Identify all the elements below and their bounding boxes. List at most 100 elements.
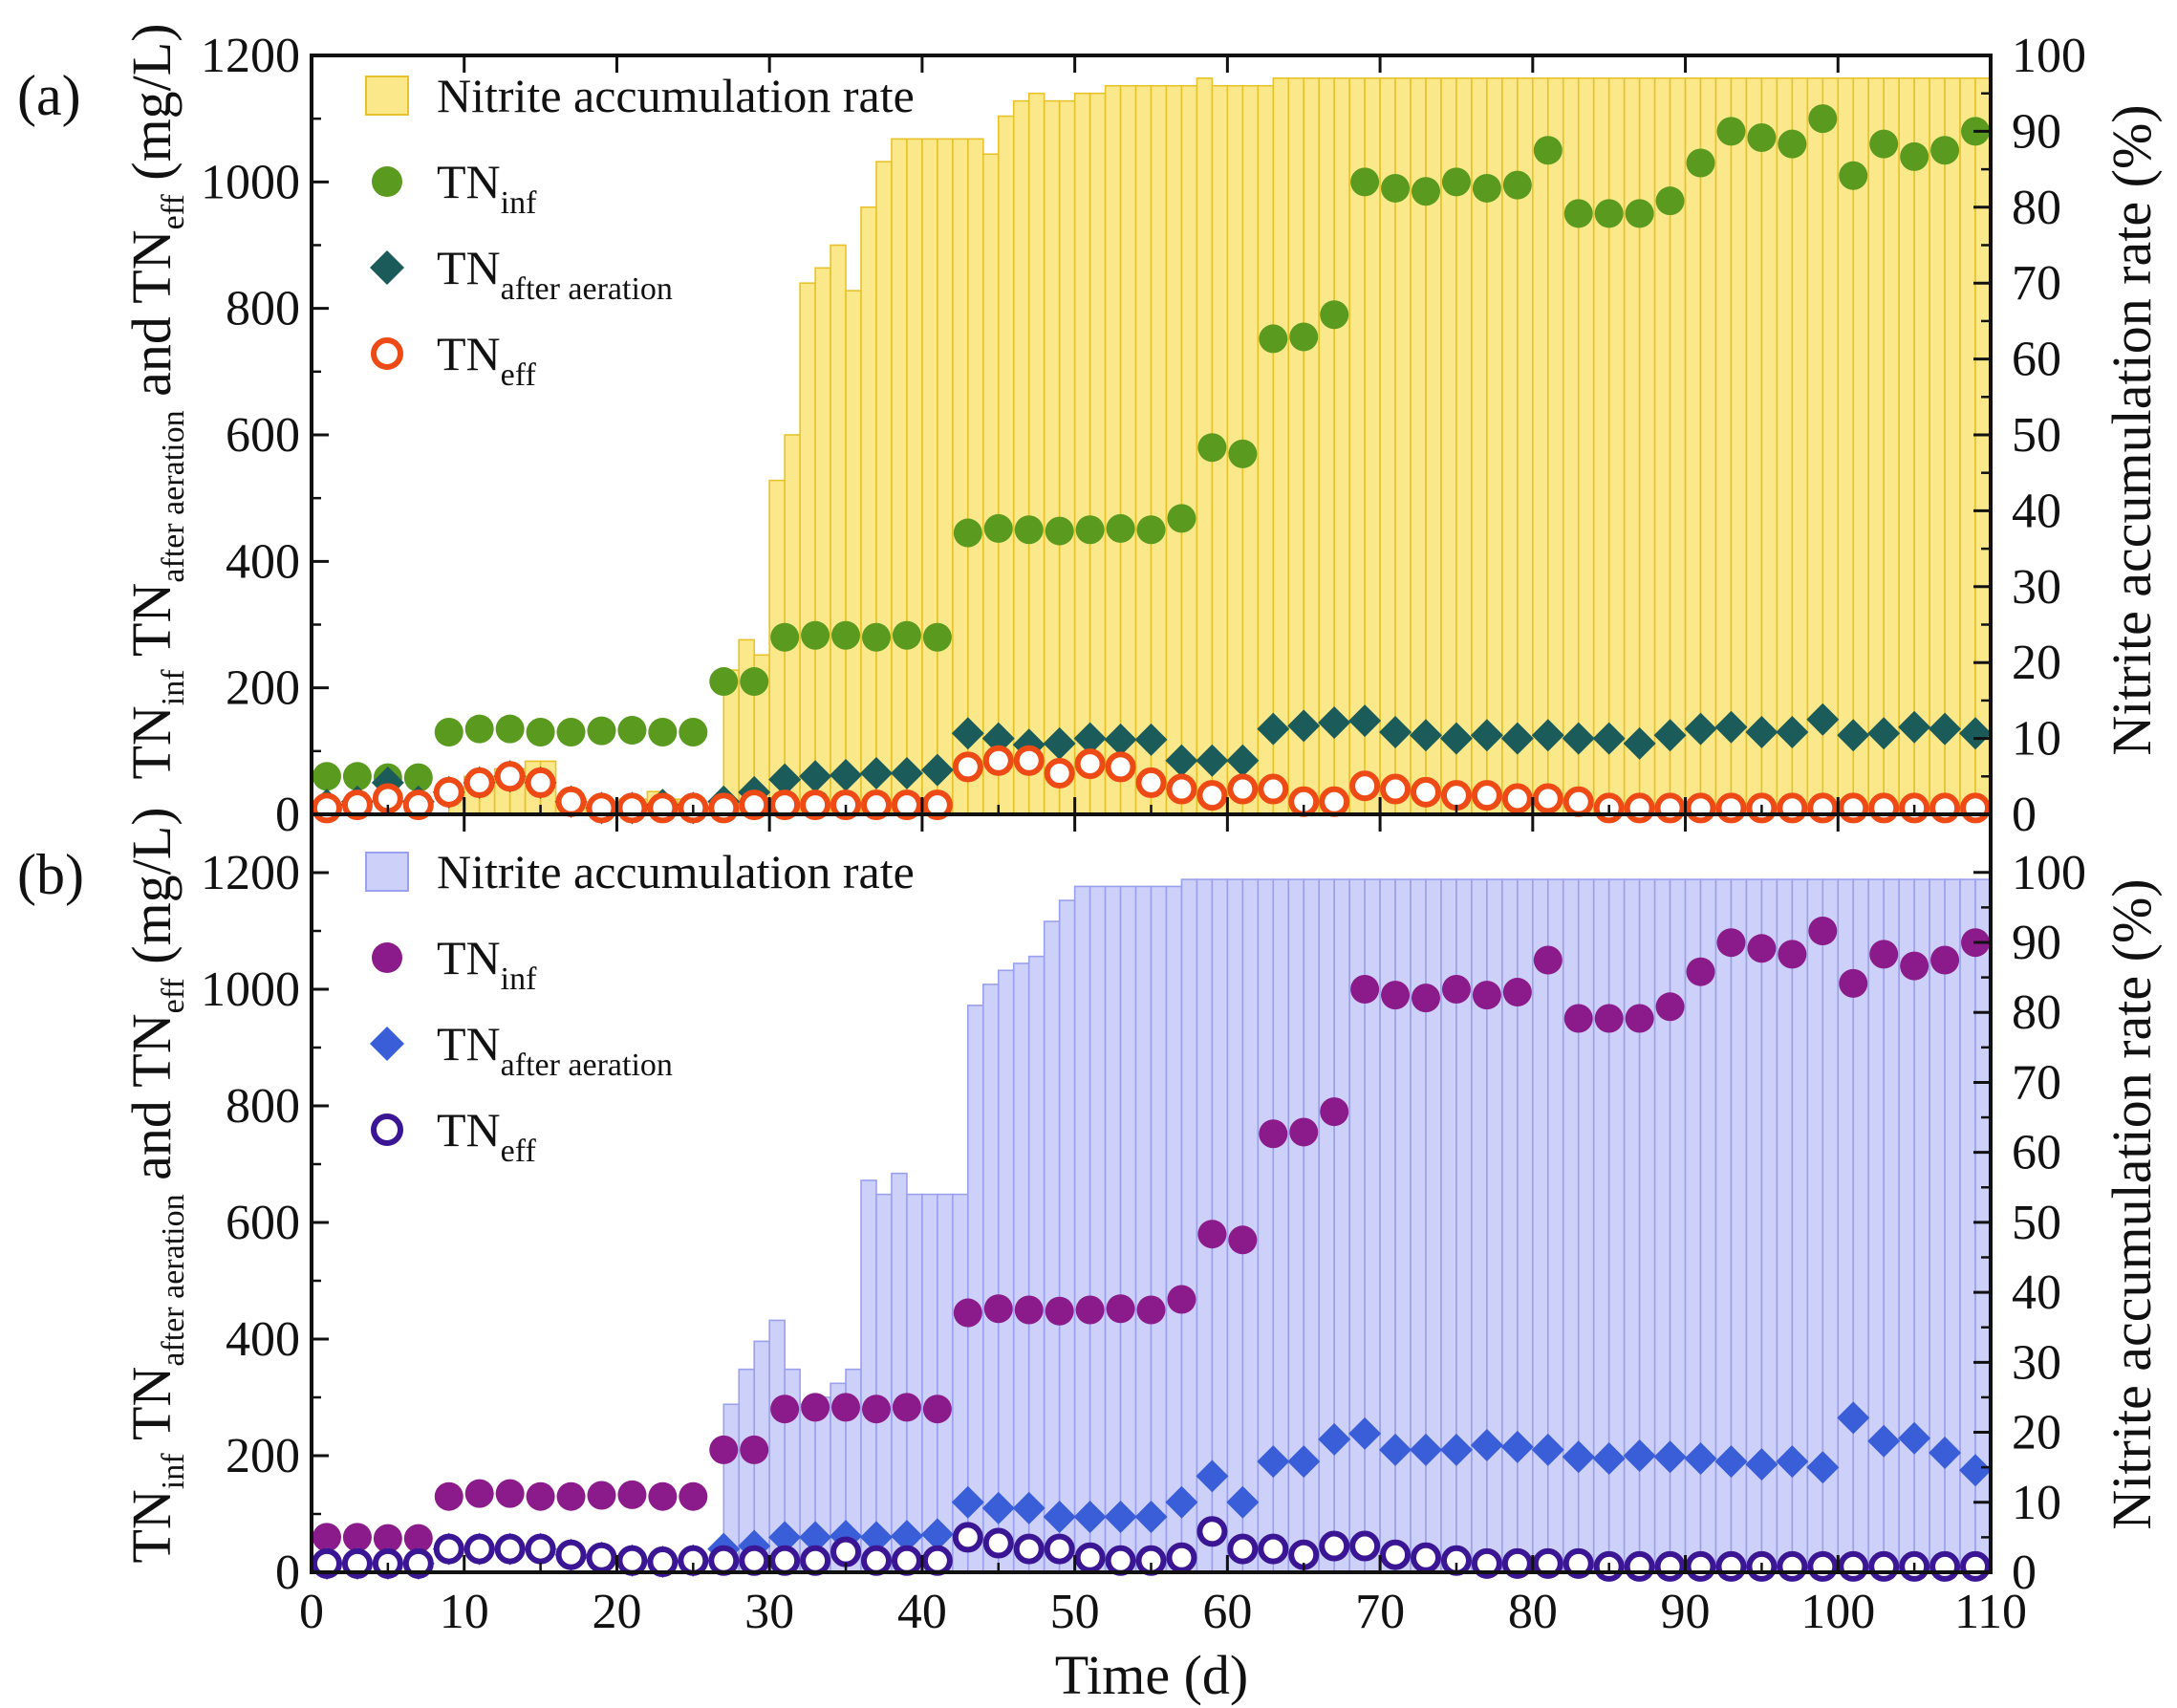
nar-bar-85 <box>1607 77 1626 815</box>
tn-eff-point-1 <box>341 789 373 821</box>
y-tick-label-1: 200 <box>226 661 300 716</box>
tn-inf-point-46 <box>1716 928 1746 958</box>
tn-after-point-40 <box>1531 1433 1564 1466</box>
tn-eff-point-30 <box>1227 773 1259 805</box>
legend-sub-inf: inf <box>501 185 537 221</box>
legend-text-after: TNafter aeration <box>437 1017 673 1083</box>
tn-after-point-53 <box>1929 1436 1962 1469</box>
tn-eff-point-29 <box>1196 1516 1228 1547</box>
tn-eff-point-14 <box>739 1545 770 1576</box>
tn-after-point-46 <box>1714 1445 1748 1479</box>
tn-eff-point-51 <box>1868 1550 1900 1582</box>
tn-inf-point-28 <box>1167 504 1196 533</box>
tn-inf-point-4 <box>434 717 463 746</box>
tn-eff-point-34 <box>1349 770 1381 802</box>
tn-after-point-16 <box>799 1521 832 1554</box>
tn-eff-point-22 <box>982 1527 1014 1559</box>
tn-inf-point-24 <box>1045 1296 1074 1326</box>
tn-inf-point-41 <box>1563 1004 1593 1033</box>
tn-eff-point-46 <box>1715 1550 1747 1582</box>
tn-eff-point-41 <box>1563 1547 1594 1579</box>
tn-eff-point-19 <box>891 789 922 821</box>
tn-eff-point-23 <box>1013 745 1045 776</box>
nar-bar-104 <box>1898 77 1915 815</box>
tn-inf-point-19 <box>892 620 921 650</box>
tn-after-point-35 <box>1379 1433 1412 1466</box>
tn-eff-point-27 <box>1135 767 1167 798</box>
tn-inf-point-39 <box>1502 170 1532 200</box>
tn-eff-point-40 <box>1532 1547 1563 1579</box>
tn-after-point-32 <box>1287 1445 1321 1479</box>
tn-eff-point-36 <box>1411 776 1442 808</box>
tn-eff-point-11 <box>647 1546 679 1578</box>
nar-bar-38 <box>891 138 908 815</box>
tn-after-point-48 <box>1776 1445 1809 1479</box>
tn-inf-point-29 <box>1197 1220 1227 1249</box>
tn-inf-point-23 <box>1014 1295 1044 1325</box>
legend-tn-eff-marker <box>371 337 403 370</box>
nar-bar-106 <box>1929 878 1946 1573</box>
tn-inf-point-28 <box>1167 1285 1196 1314</box>
nar-bar-47 <box>1027 92 1045 815</box>
ylabel-a-part-0: TN <box>120 705 183 779</box>
tn-after-point-29 <box>1196 1459 1229 1493</box>
tn-eff-point-11 <box>647 792 679 824</box>
tn-after-point-54 <box>1959 1454 1993 1487</box>
tn-inf-point-19 <box>892 1393 921 1422</box>
nar-bar-37 <box>875 161 893 815</box>
tn-inf-point-14 <box>740 1435 769 1464</box>
legend-text-eff: TNeff <box>437 1103 536 1169</box>
tn-after-point-31 <box>1257 712 1290 746</box>
y2-tick-label-9: 90 <box>2012 104 2061 159</box>
tn-inf-point-1 <box>342 762 372 791</box>
tn-inf-point-49 <box>1808 917 1838 945</box>
legend-text-bar: Nitrite accumulation rate <box>437 845 915 898</box>
tn-inf-point-22 <box>983 513 1013 543</box>
tn-inf-point-26 <box>1106 513 1135 543</box>
tn-after-point-38 <box>1470 719 1503 752</box>
tn-inf-point-31 <box>1259 324 1288 354</box>
legend-text-bar: Nitrite accumulation rate <box>437 69 915 122</box>
ylabel-b-part-4: and TN <box>120 1013 183 1194</box>
tn-inf-point-15 <box>770 622 800 652</box>
tn-inf-point-47 <box>1747 934 1777 963</box>
y2-tick-label-9: 90 <box>2012 916 2061 970</box>
tn-eff-point-15 <box>769 1545 801 1576</box>
nar-bar-43 <box>967 1005 984 1573</box>
tn-eff-point-8 <box>555 1539 587 1570</box>
tn-after-point-18 <box>859 756 893 789</box>
tn-eff-point-24 <box>1044 757 1075 789</box>
legend-label-inf: TN <box>437 931 501 984</box>
legend-text-inf: TNinf <box>437 931 537 997</box>
tn-eff-point-50 <box>1838 1550 1869 1582</box>
tn-eff-point-33 <box>1319 1530 1350 1562</box>
legend-label-after: TN <box>437 1017 501 1070</box>
tn-inf-point-4 <box>434 1481 463 1511</box>
tn-after-point-24 <box>1043 726 1076 760</box>
tn-after-point-25 <box>1073 1501 1107 1534</box>
tn-inf-point-38 <box>1472 173 1501 203</box>
ylabel-a-part-6: (mg/L) <box>120 23 183 194</box>
tn-inf-point-44 <box>1655 186 1685 216</box>
tn-inf-point-10 <box>617 1480 647 1509</box>
tn-eff-point-13 <box>708 1545 740 1576</box>
tn-after-point-27 <box>1134 723 1168 756</box>
tn-after-point-52 <box>1898 1421 1931 1455</box>
tn-after-point-44 <box>1653 1440 1687 1474</box>
tn-inf-point-51 <box>1869 129 1899 159</box>
tn-inf-point-23 <box>1014 515 1044 545</box>
tn-after-point-38 <box>1470 1429 1503 1462</box>
nar-bar-52 <box>1104 84 1122 815</box>
tn-after-point-28 <box>1165 1485 1198 1519</box>
nar-bar-40 <box>921 138 938 815</box>
tn-inf-point-37 <box>1441 975 1471 1004</box>
nar-bar-41 <box>937 1193 954 1573</box>
legend-text-after: TNafter aeration <box>437 241 673 307</box>
tn-inf-point-51 <box>1869 940 1899 969</box>
tn-after-point-15 <box>768 1521 802 1554</box>
tn-inf-point-12 <box>679 1481 708 1511</box>
tn-eff-point-7 <box>525 767 556 798</box>
tn-inf-point-8 <box>556 1481 586 1511</box>
tn-eff-point-6 <box>494 761 526 792</box>
